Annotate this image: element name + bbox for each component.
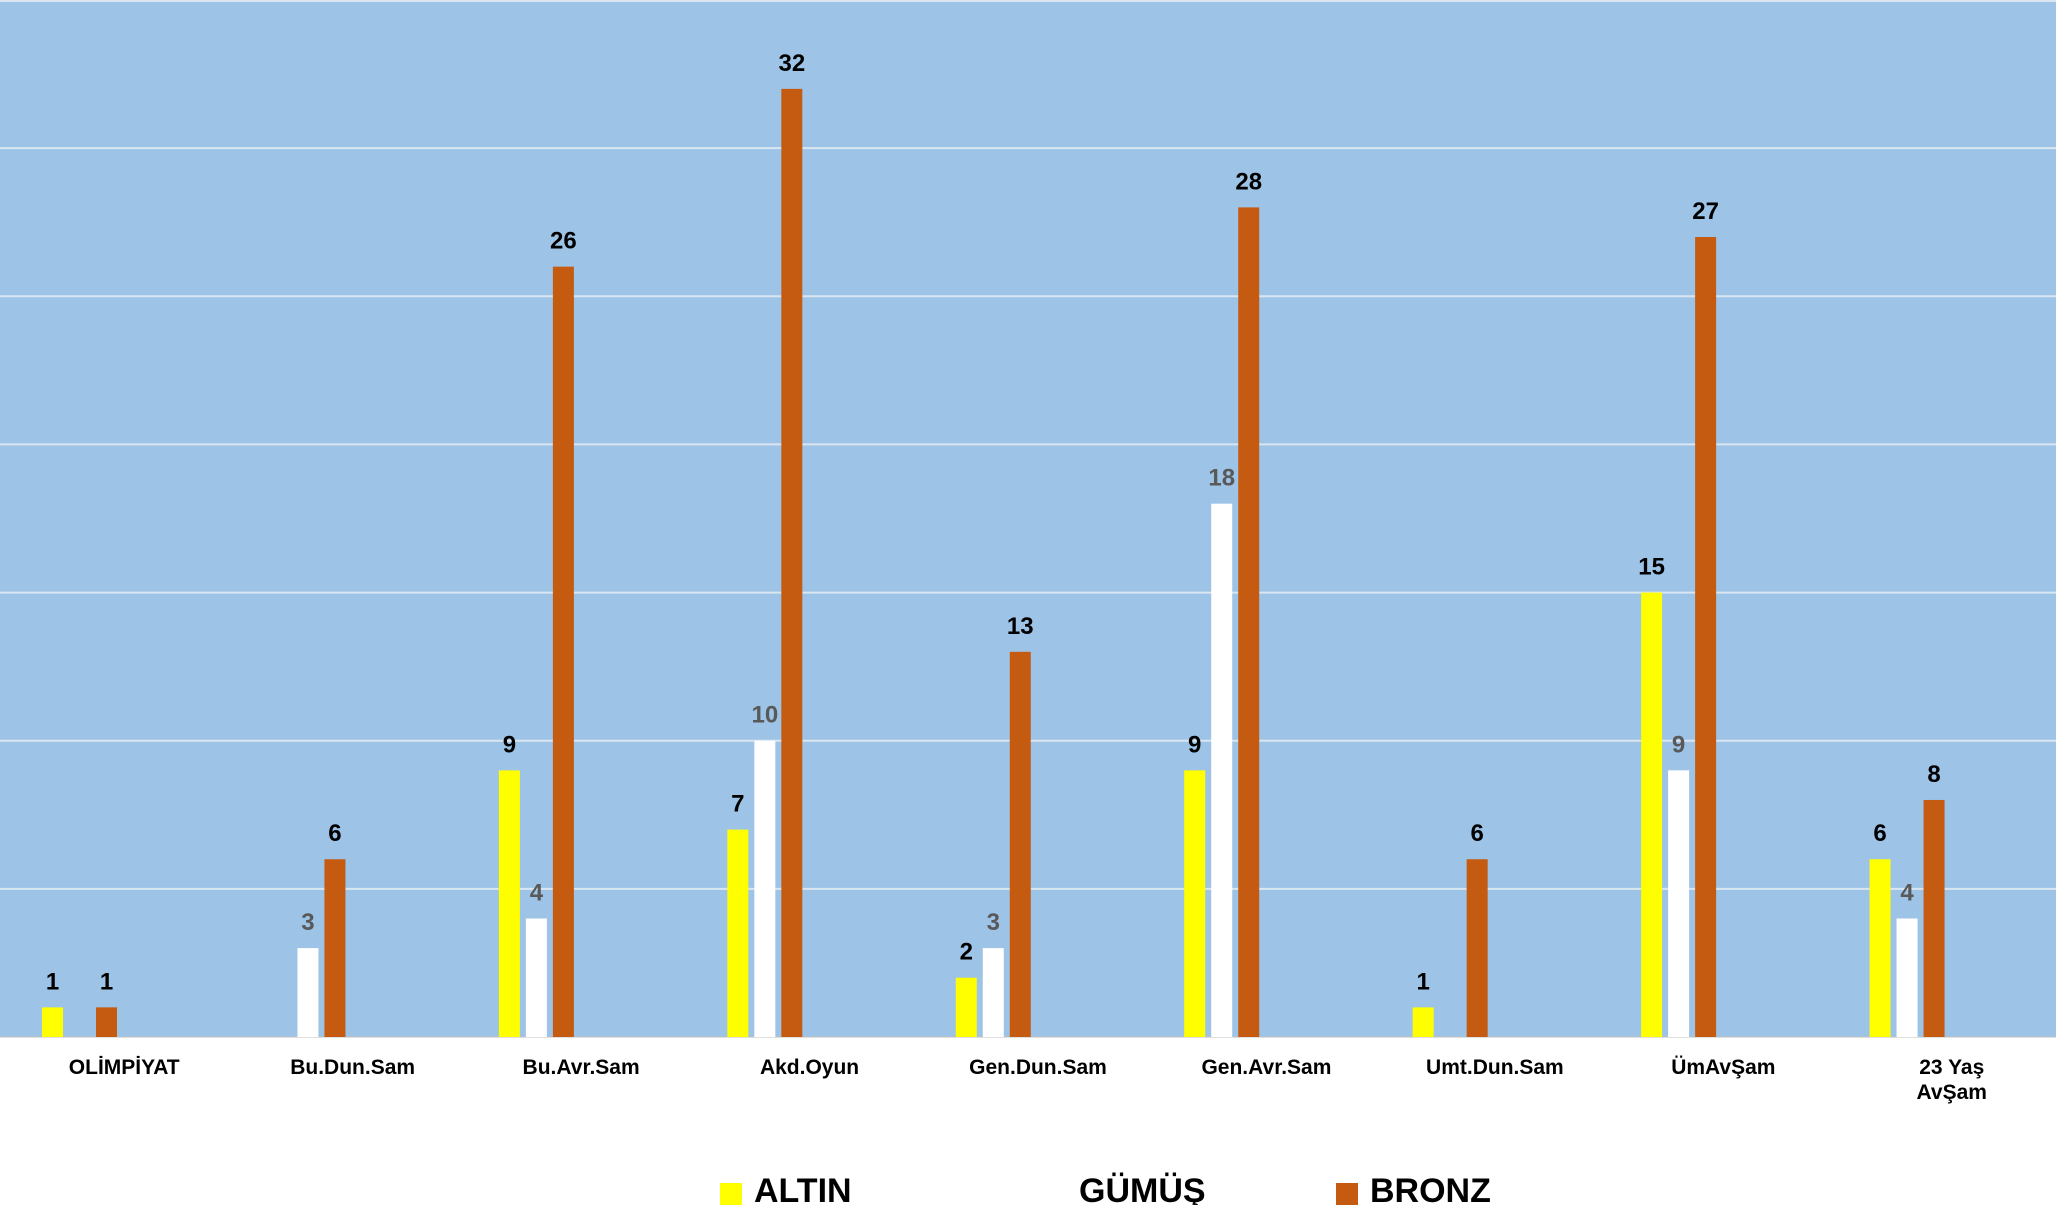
- bar-bronz-gen-dun-sam: [1009, 651, 1031, 1037]
- bar-gumus-akd-oyun: [754, 740, 776, 1037]
- x-tick-label-gen-avr-sam: Gen.Avr.Sam: [1201, 1056, 1331, 1079]
- bars: [42, 88, 1945, 1038]
- bar-altin-akd-oyun: [727, 829, 749, 1037]
- legend-swatch-altin: [720, 1183, 742, 1205]
- x-tick-label-olimpiyat: OLİMPİYAT: [69, 1056, 180, 1079]
- bar-bronz-gen-avr-sam: [1238, 207, 1260, 1037]
- bar-gumus-umavsam: [1668, 770, 1690, 1037]
- x-tick-label-umt-dun-sam: Umt.Dun.Sam: [1426, 1056, 1564, 1079]
- bar-altin-umt-dun-sam: [1412, 1007, 1434, 1037]
- data-label-bronz-umavsam: 27: [1692, 198, 1719, 225]
- data-label-gumus-23-yas-avsam: 4: [1900, 879, 1914, 906]
- bar-bronz-23-yas-avsam: [1923, 799, 1945, 1037]
- legend-label-gumus: GÜMÜŞ: [1079, 1172, 1206, 1205]
- data-label-gumus-umavsam: 9: [1672, 731, 1685, 758]
- data-label-bronz-olimpiyat: 1: [100, 968, 113, 995]
- legend: ALTIN GÜMÜŞ BRONZ: [720, 1172, 1491, 1205]
- data-label-bronz-bu-dun-sam: 6: [328, 820, 341, 847]
- bar-altin-gen-avr-sam: [1184, 770, 1206, 1037]
- x-tick-label-bu-avr-sam: Bu.Avr.Sam: [523, 1056, 640, 1079]
- data-label-gumus-akd-oyun: 10: [751, 702, 778, 729]
- bar-altin-gen-dun-sam: [955, 977, 977, 1037]
- bar-bronz-umavsam: [1695, 237, 1717, 1037]
- data-label-altin-umt-dun-sam: 1: [1416, 968, 1429, 995]
- x-tick-label-bu-dun-sam: Bu.Dun.Sam: [290, 1056, 415, 1079]
- bar-gumus-gen-dun-sam: [982, 948, 1004, 1037]
- bar-bronz-umt-dun-sam: [1466, 859, 1488, 1037]
- bar-bronz-bu-dun-sam: [324, 859, 346, 1037]
- x-tick-label-23-yas-avsam: 23 Yaş AvŞam: [1917, 1056, 1987, 1104]
- data-label-altin-gen-avr-sam: 9: [1188, 731, 1201, 758]
- bar-altin-bu-avr-sam: [498, 770, 520, 1037]
- bar-gumus-bu-avr-sam: [525, 918, 547, 1037]
- legend-swatch-gumus: [1045, 1183, 1067, 1205]
- legend-label-bronz: BRONZ: [1370, 1172, 1491, 1205]
- x-tick-label-akd-oyun: Akd.Oyun: [760, 1056, 859, 1079]
- data-label-bronz-akd-oyun: 32: [778, 50, 805, 77]
- data-label-gumus-gen-dun-sam: 3: [987, 909, 1000, 936]
- bar-gumus-23-yas-avsam: [1896, 918, 1918, 1037]
- bar-bronz-bu-avr-sam: [552, 266, 574, 1038]
- bar-altin-23-yas-avsam: [1869, 859, 1891, 1037]
- data-label-gumus-bu-dun-sam: 3: [301, 909, 314, 936]
- legend-swatch-bronz: [1336, 1183, 1358, 1205]
- x-tick-label-umavsam: ÜmAvŞam: [1671, 1056, 1775, 1079]
- data-label-gumus-bu-avr-sam: 4: [530, 879, 544, 906]
- bar-gumus-bu-dun-sam: [297, 948, 319, 1037]
- data-label-altin-23-yas-avsam: 6: [1873, 820, 1886, 847]
- data-label-bronz-umt-dun-sam: 6: [1470, 820, 1483, 847]
- data-label-bronz-gen-avr-sam: 28: [1235, 168, 1262, 195]
- data-label-altin-umavsam: 15: [1638, 554, 1665, 581]
- data-label-bronz-gen-dun-sam: 13: [1007, 613, 1034, 640]
- bar-altin-olimpiyat: [42, 1007, 63, 1037]
- bar-bronz-olimpiyat: [96, 1007, 117, 1037]
- data-label-altin-bu-avr-sam: 9: [503, 731, 516, 758]
- bar-bronz-akd-oyun: [781, 88, 803, 1037]
- data-label-gumus-gen-avr-sam: 18: [1208, 465, 1235, 492]
- legend-label-altin: ALTIN: [754, 1172, 852, 1205]
- x-axis-tick-labels: OLİMPİYAT Bu.Dun.Sam Bu.Avr.Sam Akd.Oyun Gen…: [69, 1056, 1987, 1104]
- x-tick-label-gen-dun-sam: Gen.Dun.Sam: [969, 1056, 1107, 1079]
- data-label-altin-gen-dun-sam: 2: [960, 939, 973, 966]
- data-label-bronz-23-yas-avsam: 8: [1927, 761, 1940, 788]
- data-label-bronz-bu-avr-sam: 26: [550, 228, 577, 255]
- bar-gumus-gen-avr-sam: [1211, 503, 1233, 1038]
- bar-altin-umavsam: [1641, 592, 1663, 1037]
- data-label-altin-akd-oyun: 7: [731, 791, 744, 818]
- data-label-altin-olimpiyat: 1: [46, 968, 59, 995]
